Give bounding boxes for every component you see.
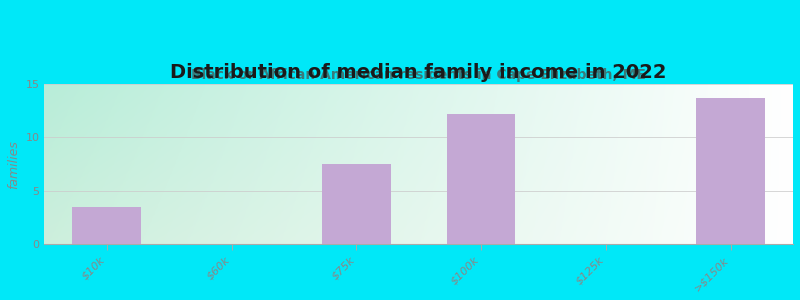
- Y-axis label: families: families: [7, 140, 20, 188]
- Bar: [322, 164, 390, 244]
- Text: Black or African American residents in Cape Elizabeth, ME: Black or African American residents in C…: [191, 68, 646, 83]
- Bar: [696, 98, 765, 244]
- Title: Distribution of median family income in 2022: Distribution of median family income in …: [170, 63, 667, 82]
- Bar: [446, 114, 515, 244]
- Bar: [73, 207, 141, 244]
